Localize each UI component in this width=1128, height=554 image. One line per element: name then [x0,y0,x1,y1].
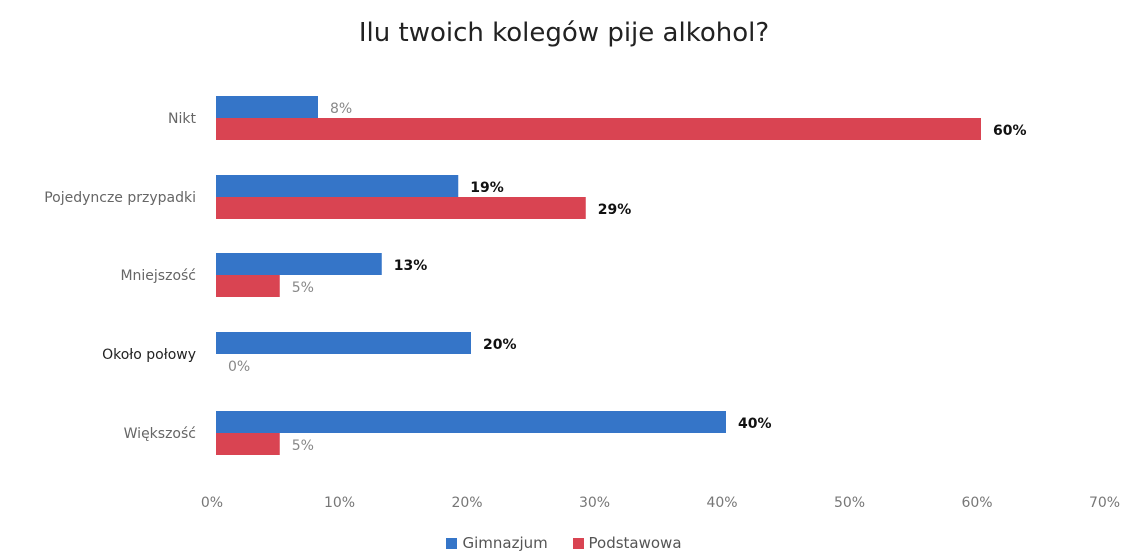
data-label: 0% [228,359,250,375]
legend-label-podstawowa: Podstawowa [588,534,682,552]
data-label: 19% [470,180,504,196]
data-label: 8% [330,101,352,117]
bar-podstawowa [216,275,280,297]
category-label: Nikt [168,111,196,127]
category-label: Około połowy [102,347,196,363]
x-tick-label: 40% [706,495,737,511]
data-label: 60% [993,123,1027,139]
x-tick-label: 20% [451,495,482,511]
bar-gimnazjum [216,96,318,118]
bar-podstawowa [216,118,981,140]
bar-gimnazjum [216,411,726,433]
bar-gimnazjum [216,175,459,197]
x-tick-label: 50% [834,495,865,511]
chart-title: Ilu twoich kolegów pije alkohol? [358,18,770,48]
x-tick-label: 70% [1089,495,1120,511]
data-label: 13% [394,258,428,274]
bar-gimnazjum [216,253,382,275]
legend-label-gimnazjum: Gimnazjum [462,534,548,552]
legend: Gimnazjum Podstawowa [0,534,1128,552]
legend-swatch-gimnazjum [446,538,458,549]
data-label: 40% [738,416,772,432]
x-tick-label: 60% [961,495,992,511]
bar-podstawowa [216,197,586,219]
x-tick-label: 0% [201,495,223,511]
data-label: 20% [483,337,517,353]
legend-swatch-podstawowa [572,538,584,549]
data-label: 29% [598,202,632,218]
bar-gimnazjum [216,332,471,354]
legend-item-podstawowa: Podstawowa [572,534,682,552]
category-label: Pojedyncze przypadki [44,190,196,206]
data-label: 5% [292,438,314,454]
category-label: Mniejszość [120,268,196,284]
x-tick-label: 30% [579,495,610,511]
category-label: Większość [124,426,196,442]
legend-item-gimnazjum: Gimnazjum [446,534,548,552]
x-tick-label: 10% [324,495,355,511]
bar-podstawowa [216,433,280,455]
data-label: 5% [292,280,314,296]
